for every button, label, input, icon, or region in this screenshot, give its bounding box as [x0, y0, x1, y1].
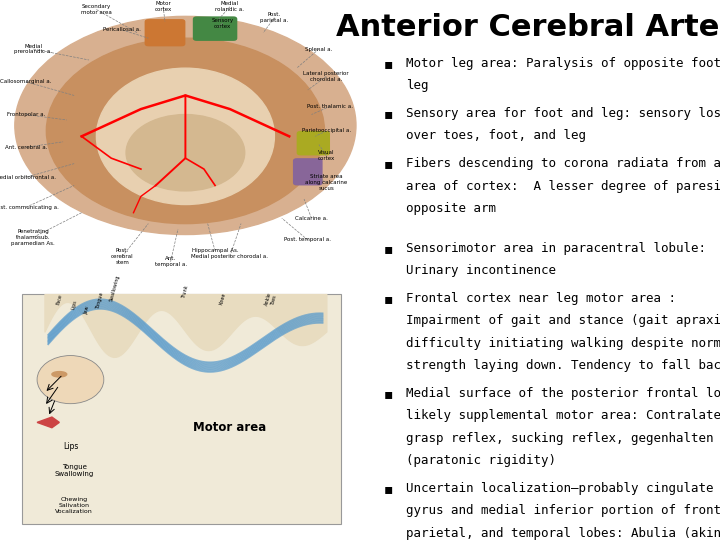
Text: likely supplemental motor area: Contralateral: likely supplemental motor area: Contrala… — [406, 409, 720, 422]
Text: Chewing
Salivation
Vocalization: Chewing Salivation Vocalization — [55, 497, 93, 514]
Text: ▪: ▪ — [384, 107, 393, 121]
Text: Urinary incontinence: Urinary incontinence — [406, 264, 556, 277]
Text: ▪: ▪ — [384, 57, 393, 71]
Text: Medial posterior chorodal a.: Medial posterior chorodal a. — [192, 254, 269, 259]
Text: Fibers descending to corona radiata from arm: Fibers descending to corona radiata from… — [406, 157, 720, 170]
Text: Post.
cerebral
stem: Post. cerebral stem — [111, 248, 134, 265]
Text: difficulty initiating walking despite normal leg: difficulty initiating walking despite no… — [406, 336, 720, 350]
Text: strength laying down. Tendency to fall back: strength laying down. Tendency to fall b… — [406, 359, 720, 372]
Text: gyrus and medial inferior portion of frontal,: gyrus and medial inferior portion of fro… — [406, 504, 720, 517]
Text: Calcarine a.: Calcarine a. — [295, 215, 328, 221]
Ellipse shape — [96, 68, 274, 205]
Text: opposite arm: opposite arm — [406, 202, 496, 215]
Text: Medial
prerolandic a.: Medial prerolandic a. — [14, 44, 53, 55]
Text: Sensorimotor area in paracentral lobule:: Sensorimotor area in paracentral lobule: — [406, 241, 706, 255]
Text: Uncertain localization—probably cingulate: Uncertain localization—probably cingulat… — [406, 482, 714, 495]
FancyBboxPatch shape — [193, 16, 238, 41]
Ellipse shape — [52, 372, 67, 377]
FancyBboxPatch shape — [293, 158, 323, 185]
Text: Parietooccipital a.: Parietooccipital a. — [302, 129, 351, 133]
Text: ▪: ▪ — [384, 292, 393, 306]
Text: Post. temporal a.: Post. temporal a. — [284, 238, 331, 242]
Text: Frontopolar a.: Frontopolar a. — [6, 112, 45, 117]
Text: Sensory
cortex: Sensory cortex — [212, 18, 233, 29]
Text: ▪: ▪ — [384, 387, 393, 401]
Text: Impairment of gait and stance (gait apraxia) -: Impairment of gait and stance (gait apra… — [406, 314, 720, 327]
Text: Trunk: Trunk — [181, 285, 189, 299]
Text: Visual
cortex: Visual cortex — [318, 150, 335, 161]
Text: Post. thalamic a.: Post. thalamic a. — [307, 104, 353, 109]
Ellipse shape — [15, 16, 356, 234]
Text: (paratonic rigidity): (paratonic rigidity) — [406, 454, 556, 467]
Text: Face: Face — [55, 293, 63, 305]
Text: Tongue: Tongue — [96, 292, 105, 310]
Text: ▪: ▪ — [384, 241, 393, 255]
Text: ▪: ▪ — [384, 482, 393, 496]
Text: Striate area
along calcarine
sucus: Striate area along calcarine sucus — [305, 174, 348, 191]
Text: Motor area: Motor area — [193, 421, 266, 434]
FancyBboxPatch shape — [297, 131, 330, 156]
Text: ▪: ▪ — [384, 157, 393, 171]
Text: Medial orbitofrontal a.: Medial orbitofrontal a. — [0, 175, 56, 180]
Text: Lips: Lips — [63, 442, 78, 451]
Text: leg: leg — [406, 79, 428, 92]
Text: Knee: Knee — [218, 292, 227, 305]
Text: parietal, and temporal lobes: Abulia (akinetic: parietal, and temporal lobes: Abulia (ak… — [406, 526, 720, 540]
Text: Motor
cortex: Motor cortex — [155, 2, 172, 12]
Text: Post. communicating a.: Post. communicating a. — [0, 205, 58, 210]
Text: Medial
rolandic a.: Medial rolandic a. — [215, 2, 244, 12]
Text: over toes, foot, and leg: over toes, foot, and leg — [406, 129, 586, 143]
Text: Frontal cortex near leg motor area :: Frontal cortex near leg motor area : — [406, 292, 676, 305]
Polygon shape — [37, 417, 59, 428]
Circle shape — [37, 355, 104, 404]
Text: Secondary
motor area: Secondary motor area — [81, 4, 112, 15]
Text: Penetrating
thalamosub.
paramedian As.: Penetrating thalamosub. paramedian As. — [12, 229, 55, 246]
Text: Anterior Cerebral Artery: Anterior Cerebral Artery — [336, 14, 720, 43]
Text: Ant. cerebral a.: Ant. cerebral a. — [5, 145, 48, 150]
Text: area of cortex:  A lesser degree of paresis of: area of cortex: A lesser degree of pares… — [406, 179, 720, 193]
Text: Motor leg area: Paralysis of opposite foot and: Motor leg area: Paralysis of opposite fo… — [406, 57, 720, 70]
Text: Lateral posterior
choroidal a.: Lateral posterior choroidal a. — [304, 71, 349, 82]
Text: Lips: Lips — [71, 299, 78, 310]
Text: Sensory area for foot and leg: sensory loss: Sensory area for foot and leg: sensory l… — [406, 107, 720, 120]
Text: Post.
parietal a.: Post. parietal a. — [260, 12, 289, 23]
Text: Pericallosal a.: Pericallosal a. — [104, 28, 141, 32]
Ellipse shape — [126, 114, 245, 191]
FancyBboxPatch shape — [145, 19, 186, 46]
Text: Tongue
Swallowing: Tongue Swallowing — [55, 464, 94, 477]
Text: Callosomarginal a.: Callosomarginal a. — [0, 79, 52, 84]
Text: Splenal a.: Splenal a. — [305, 46, 333, 52]
Text: Hippocampal As.: Hippocampal As. — [192, 248, 238, 253]
Text: Ant.
temporal a.: Ant. temporal a. — [155, 256, 186, 267]
Text: Medial surface of the posterior frontal lobe;: Medial surface of the posterior frontal … — [406, 387, 720, 400]
Text: grasp reflex, sucking reflex, gegenhalten: grasp reflex, sucking reflex, gegenhalte… — [406, 431, 714, 445]
Text: Jaw: Jaw — [84, 306, 91, 315]
Ellipse shape — [46, 38, 325, 224]
Text: Ankle
Toes: Ankle Toes — [264, 292, 278, 307]
FancyBboxPatch shape — [22, 294, 341, 524]
Text: Swallowing: Swallowing — [109, 274, 121, 302]
